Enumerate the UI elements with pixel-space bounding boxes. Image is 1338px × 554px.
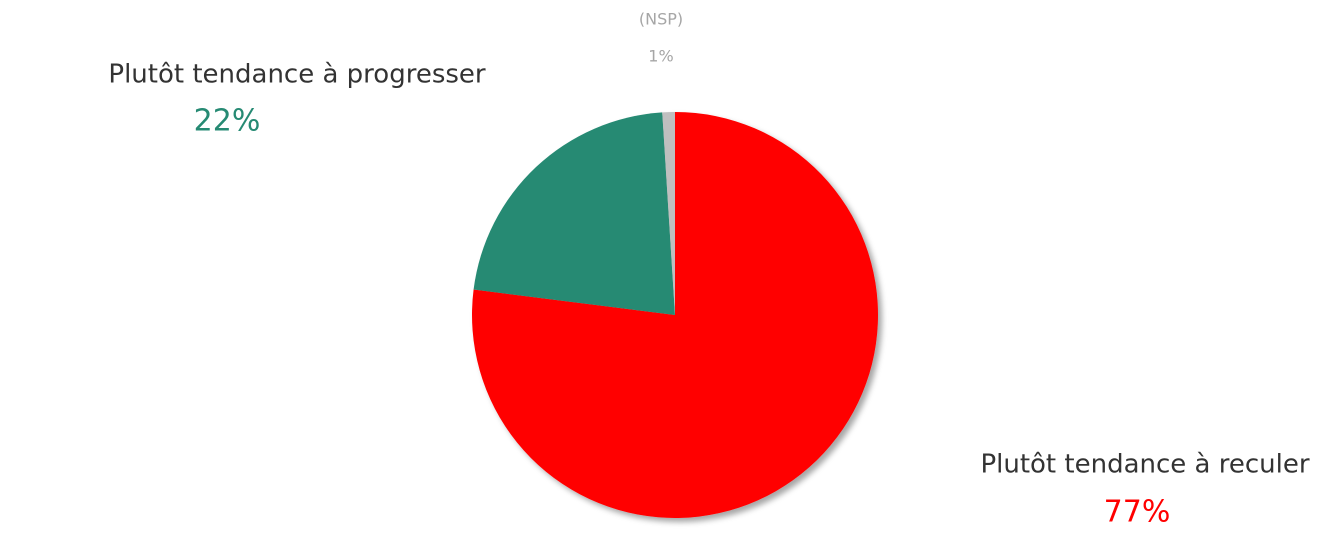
- slice-label: Plutôt tendance à progresser: [108, 60, 486, 90]
- pie-slice: [662, 112, 675, 315]
- slice-label: Plutôt tendance à reculer: [980, 450, 1309, 480]
- slice-value: 1%: [648, 47, 673, 66]
- slice-value: 22%: [194, 104, 261, 139]
- pie-slice: [473, 112, 675, 315]
- slice-value: 77%: [1104, 495, 1171, 530]
- pie-slice: [472, 112, 878, 519]
- pie: [472, 112, 878, 519]
- slice-label: (NSP): [639, 10, 683, 29]
